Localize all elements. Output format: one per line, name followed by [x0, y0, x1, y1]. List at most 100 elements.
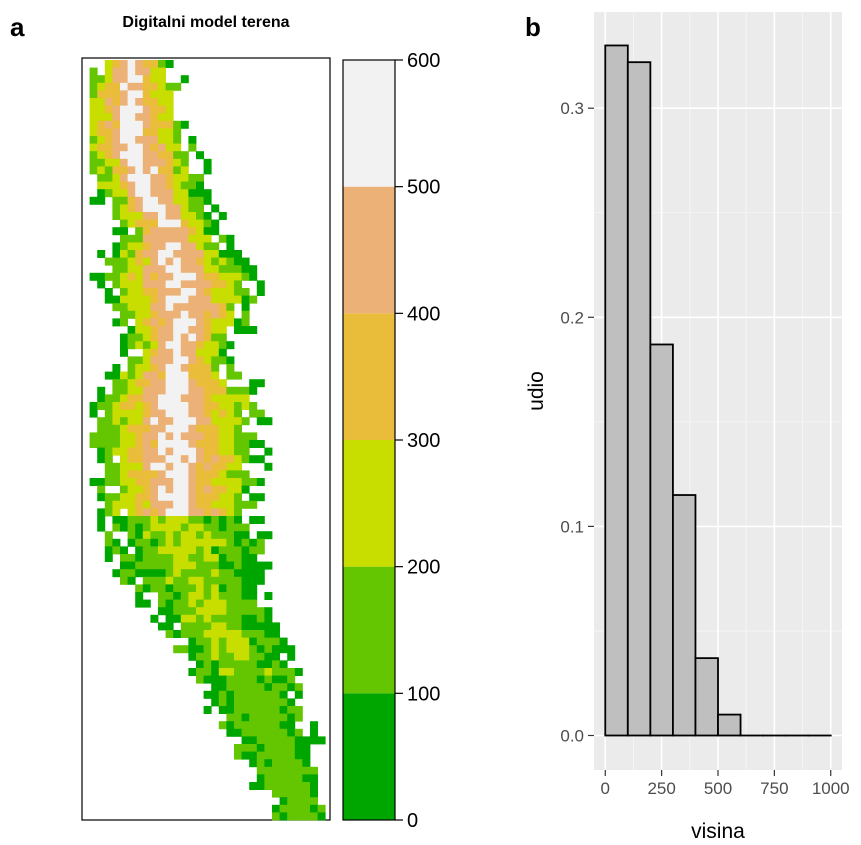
map-cell — [135, 364, 143, 372]
map-cell — [143, 106, 151, 114]
map-cell — [211, 539, 219, 547]
map-cell — [166, 402, 174, 410]
map-cell — [226, 683, 234, 691]
map-cell — [302, 744, 310, 752]
map-cell — [120, 83, 128, 91]
map-cell — [97, 106, 105, 114]
map-cell — [97, 189, 105, 197]
map-cell — [310, 797, 318, 805]
map-cell — [234, 531, 242, 539]
map-cell — [295, 736, 303, 744]
map-cell — [204, 470, 212, 478]
x-tick-label: 250 — [647, 779, 675, 798]
map-cell — [242, 394, 250, 402]
map-cell — [226, 539, 234, 547]
map-cell — [135, 372, 143, 380]
map-cell — [242, 303, 250, 311]
map-cell — [166, 90, 174, 98]
map-cell — [287, 714, 295, 722]
map-cell — [135, 128, 143, 136]
map-cell — [173, 470, 181, 478]
map-cell — [272, 812, 280, 820]
map-cell — [150, 531, 158, 539]
map-cell — [105, 463, 113, 471]
map-cell — [196, 668, 204, 676]
map-cell — [128, 166, 136, 174]
map-cell — [158, 227, 166, 235]
map-cell — [234, 280, 242, 288]
map-cell — [128, 106, 136, 114]
map-cell — [257, 691, 265, 699]
map-cell — [287, 676, 295, 684]
map-cell — [166, 159, 174, 167]
map-cell — [211, 227, 219, 235]
map-cell — [226, 470, 234, 478]
map-cell — [150, 501, 158, 509]
map-cell — [158, 144, 166, 152]
map-cell — [257, 638, 265, 646]
map-cell — [234, 546, 242, 554]
map-cell — [135, 432, 143, 440]
map-cell — [211, 615, 219, 623]
map-cell — [181, 546, 189, 554]
map-cell — [166, 235, 174, 243]
map-cell — [158, 463, 166, 471]
map-cell — [234, 273, 242, 281]
map-cell — [234, 729, 242, 737]
map-cell — [128, 197, 136, 205]
map-cell — [150, 334, 158, 342]
map-cell — [204, 600, 212, 608]
map-cell — [120, 273, 128, 281]
y-tick-label: 0.3 — [560, 99, 584, 118]
map-cell — [196, 235, 204, 243]
map-cell — [219, 546, 227, 554]
map-cell — [219, 577, 227, 585]
map-cell — [135, 516, 143, 524]
map-cell — [90, 440, 98, 448]
map-cell — [234, 417, 242, 425]
map-cell — [135, 288, 143, 296]
map-cell — [234, 752, 242, 760]
map-cell — [196, 440, 204, 448]
map-cell — [128, 402, 136, 410]
map-cell — [150, 159, 158, 167]
map-cell — [135, 455, 143, 463]
map-cell — [173, 136, 181, 144]
map-cell — [105, 546, 113, 554]
map-cell — [143, 372, 151, 380]
map-cell — [204, 622, 212, 630]
map-cell — [234, 615, 242, 623]
map-cell — [90, 113, 98, 121]
map-cell — [242, 318, 250, 326]
map-cell — [112, 303, 120, 311]
map-cell — [150, 265, 158, 273]
map-cell — [219, 379, 227, 387]
map-cell — [173, 364, 181, 372]
map-cell — [166, 204, 174, 212]
map-cell — [211, 273, 219, 281]
map-cell — [280, 691, 288, 699]
map-cell — [219, 524, 227, 532]
map-cell — [219, 356, 227, 364]
map-cell — [143, 242, 151, 250]
map-cell — [204, 326, 212, 334]
map-cell — [272, 729, 280, 737]
map-cell — [128, 554, 136, 562]
map-cell — [196, 303, 204, 311]
map-cell — [204, 691, 212, 699]
map-cell — [234, 714, 242, 722]
map-cell — [188, 280, 196, 288]
map-cell — [128, 356, 136, 364]
map-cell — [120, 204, 128, 212]
map-cell — [120, 478, 128, 486]
map-cell — [226, 721, 234, 729]
map-cell — [234, 660, 242, 668]
map-cell — [173, 280, 181, 288]
map-cell — [97, 75, 105, 83]
map-cell — [143, 432, 151, 440]
map-cell — [211, 455, 219, 463]
map-cell — [158, 493, 166, 501]
map-cell — [196, 197, 204, 205]
map-cell — [219, 250, 227, 258]
map-cell — [128, 432, 136, 440]
